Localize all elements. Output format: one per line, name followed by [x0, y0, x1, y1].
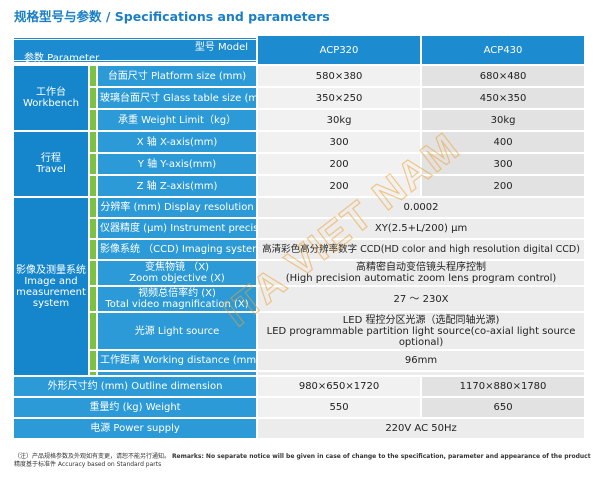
footnote-remark-cn: （注）产品规格参数及外观如有变更，请恕不能另行通知。	[14, 453, 171, 460]
value-instrument-precision: XY(2.5+L/200) μm	[256, 217, 587, 240]
value-outline-acp430: 1170×880×1780	[420, 375, 587, 398]
row-accent	[88, 174, 98, 198]
row-label-instrument-precision: 仪器精度 (μm) Instrument precision	[95, 217, 259, 240]
table-row: 玻璃台面尺寸 Glass table size (mm) 350×250 450…	[13, 86, 587, 110]
value-platform-acp430: 680×480	[420, 64, 587, 88]
row-accent	[88, 259, 98, 287]
row-label-x-axis: X 轴 X-axis(mm)	[95, 130, 259, 154]
footnote-remark-en: Remarks: No separate notice will be give…	[171, 453, 591, 460]
value-power-supply: 220V AC 50Hz	[256, 417, 587, 440]
footnote: （注）产品规格参数及外观如有变更，请恕不能另行通知。 Remarks: No s…	[14, 453, 591, 469]
row-label-imaging-system: 影像系统 （CCD) Imaging system	[95, 238, 259, 261]
table-row: 影像及测量系统 Image and measurement system 分辨率…	[12, 196, 587, 377]
row-accent	[88, 349, 98, 372]
row-accent	[88, 108, 98, 132]
table-header-row: 型号 Model 参数 Parameter ACP320 ACP430	[11, 34, 587, 66]
value-glass-acp430: 450×350	[420, 86, 587, 110]
value-zoom-objective: 高精密自动变倍镜头程序控制 (High precision automatic …	[256, 259, 587, 287]
table-row: 影像系统 （CCD) Imaging system 高清彩色高分辨率数字 CCD…	[13, 238, 587, 261]
value-working-distance: 96mm	[256, 349, 587, 372]
model-header-acp430: ACP430	[420, 34, 587, 66]
value-weight-limit-acp430: 30kg	[420, 108, 587, 132]
row-label-display-resolution: 分辨率 (mm) Display resolution	[95, 196, 259, 219]
row-accent	[88, 285, 98, 313]
value-z-axis-acp430: 200	[420, 174, 587, 198]
row-label-light-source: 光源 Light source	[95, 311, 259, 351]
value-light-source: LED 程控分区光源（选配同轴光源) LED programmable part…	[256, 311, 587, 351]
group-workbench: 工作台 Workbench	[12, 64, 90, 132]
value-weight-acp430: 650	[420, 396, 587, 419]
value-display-resolution: 0.0002	[256, 196, 587, 219]
row-label-outline-dimension: 外形尺寸约 (mm) Outline dimension	[11, 375, 259, 398]
row-accent	[88, 311, 98, 351]
table-row: 工作台 Workbench 台面尺寸 Platform size (mm) 58…	[12, 64, 587, 132]
parameter-header-label: 参数 Parameter	[24, 53, 100, 64]
table-row: Z 轴 Z-axis(mm) 200 200	[13, 174, 587, 198]
spec-table: 型号 Model 参数 Parameter ACP320 ACP430 工作台 …	[11, 34, 587, 440]
value-platform-acp320: 580×380	[256, 64, 423, 88]
table-row: 工作距离 Working distance (mm) 96mm	[13, 349, 587, 372]
table-row: 电源 Power supply 220V AC 50Hz	[11, 417, 587, 440]
row-accent	[88, 130, 98, 154]
row-label-z-axis: Z 轴 Z-axis(mm)	[95, 174, 259, 198]
row-accent	[88, 370, 98, 377]
table-row: 仪器精度 (μm) Instrument precision XY(2.5+L/…	[13, 217, 587, 240]
table-row: 承重 Weight Limit（kg） 30kg 30kg	[13, 108, 587, 132]
row-label-zoom-objective: 变焦物镜 （X) Zoom objective (X)	[95, 259, 259, 287]
table-row: 外形尺寸约 (mm) Outline dimension 980×650×172…	[11, 375, 587, 398]
row-label-total-magnification: 视频总倍率约 (X) Total video magnification (X)	[95, 285, 259, 313]
value-total-magnification: 27 ～ 230X	[256, 285, 587, 313]
page-title: 规格型号与参数 / Specifications and parameters	[14, 9, 330, 24]
value-outline-acp320: 980×650×1720	[256, 375, 423, 398]
table-row-spacer	[13, 370, 587, 377]
row-label-weight-limit: 承重 Weight Limit（kg）	[95, 108, 259, 132]
row-accent	[88, 238, 98, 261]
table-row: Y 轴 Y-axis(mm) 200 300	[13, 152, 587, 176]
row-label-spacer	[95, 370, 259, 377]
model-header-label: 型号 Model	[194, 42, 249, 53]
value-weight-limit-acp320: 30kg	[256, 108, 423, 132]
value-x-axis-acp320: 300	[256, 130, 423, 154]
value-x-axis-acp430: 400	[420, 130, 587, 154]
group-imaging: 影像及测量系统 Image and measurement system	[12, 196, 90, 377]
model-header-acp320: ACP320	[256, 34, 423, 66]
row-value-spacer	[256, 370, 587, 377]
row-accent	[88, 217, 98, 240]
value-z-axis-acp320: 200	[256, 174, 423, 198]
value-y-axis-acp430: 300	[420, 152, 587, 176]
header-corner-cell: 型号 Model 参数 Parameter	[11, 34, 259, 66]
row-label-glass-size: 玻璃台面尺寸 Glass table size (mm)	[95, 86, 259, 110]
value-imaging-system: 高清彩色高分辨率数字 CCD(HD color and high resolut…	[256, 238, 587, 261]
value-weight-acp320: 550	[256, 396, 423, 419]
row-label-platform-size: 台面尺寸 Platform size (mm)	[95, 64, 259, 88]
table-row: 重量约 (kg) Weight 550 650	[11, 396, 587, 419]
row-label-y-axis: Y 轴 Y-axis(mm)	[95, 152, 259, 176]
row-label-power-supply: 电源 Power supply	[11, 417, 259, 440]
value-glass-acp320: 350×250	[256, 86, 423, 110]
table-row: 光源 Light source LED 程控分区光源（选配同轴光源) LED p…	[13, 311, 587, 351]
table-row: 行程 Travel X 轴 X-axis(mm) 300 400	[12, 130, 587, 198]
row-accent	[88, 86, 98, 110]
row-label-working-distance: 工作距离 Working distance (mm)	[95, 349, 259, 372]
table-row: 视频总倍率约 (X) Total video magnification (X)…	[13, 285, 587, 313]
row-accent	[88, 152, 98, 176]
row-accent	[88, 64, 98, 88]
row-label-weight: 重量约 (kg) Weight	[11, 396, 259, 419]
value-y-axis-acp320: 200	[256, 152, 423, 176]
group-travel: 行程 Travel	[12, 130, 90, 198]
table-row: 变焦物镜 （X) Zoom objective (X) 高精密自动变倍镜头程序控…	[13, 259, 587, 287]
row-accent	[88, 196, 98, 219]
footnote-line-2: 精度基于标准件 Accuracy based on Standard parts	[14, 461, 162, 468]
footnote-line-1: （注）产品规格参数及外观如有变更，请恕不能另行通知。 Remarks: No s…	[14, 453, 591, 461]
